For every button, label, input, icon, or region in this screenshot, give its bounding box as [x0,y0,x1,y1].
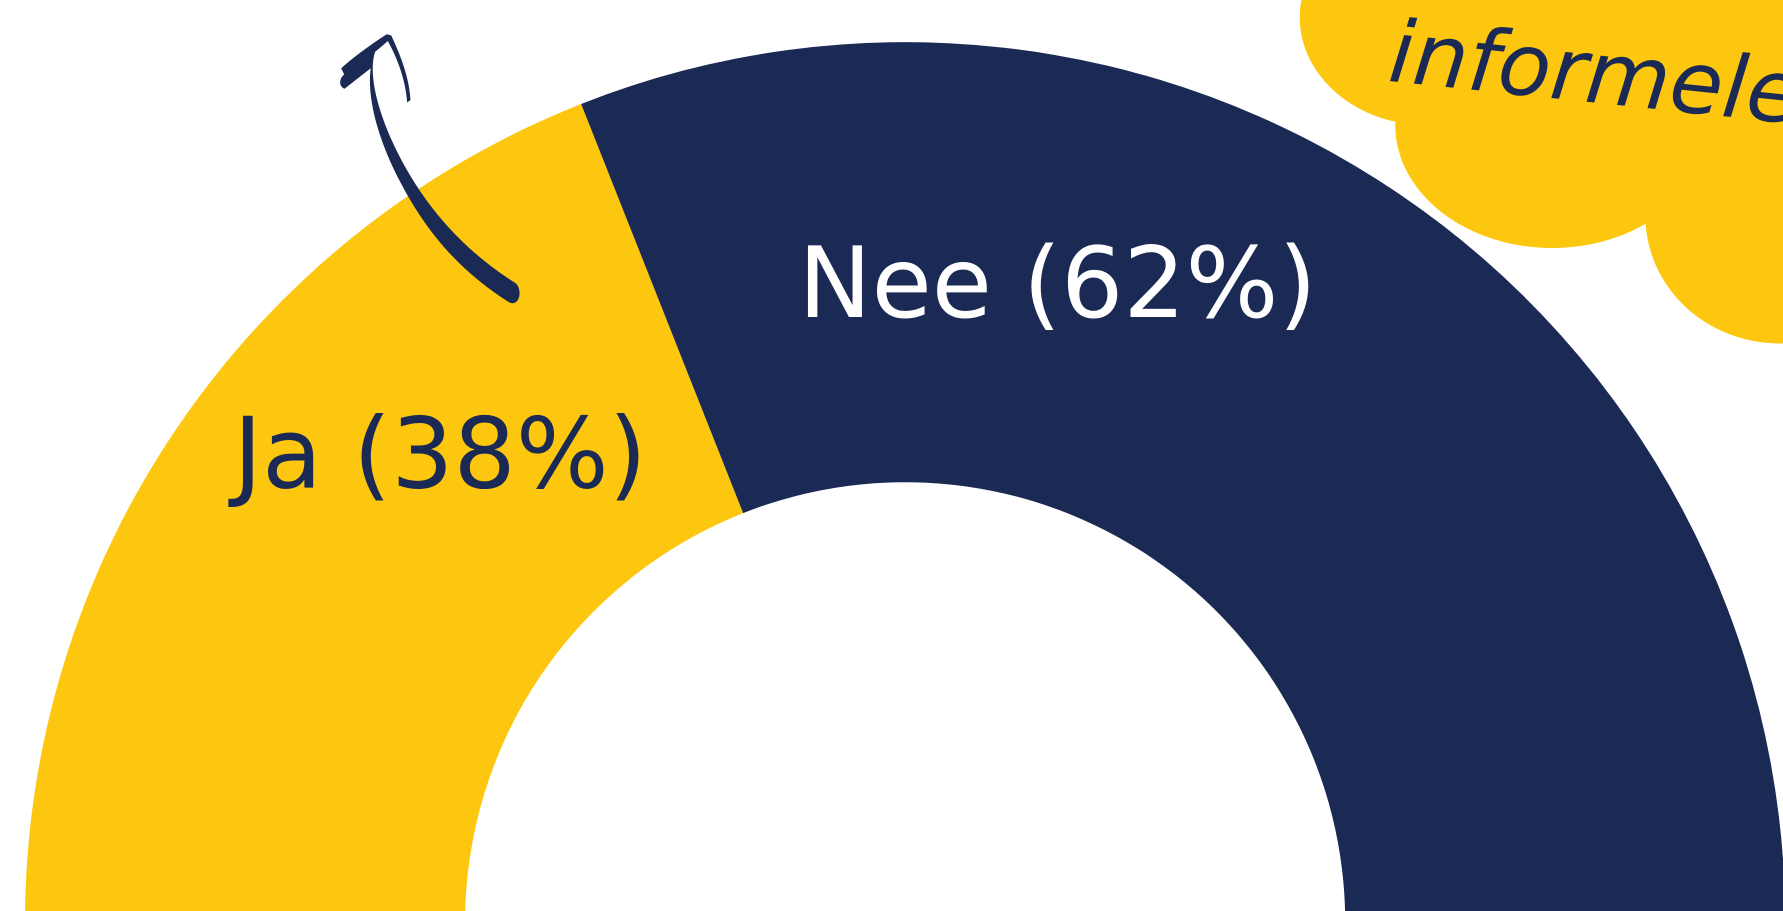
segment-label: Ja (38%) [227,397,646,511]
cloud [1299,0,1783,344]
arrow [340,34,520,304]
donut-segment [581,42,1783,911]
donut-segment [25,103,744,911]
segment-label: Nee (62%) [798,227,1316,341]
